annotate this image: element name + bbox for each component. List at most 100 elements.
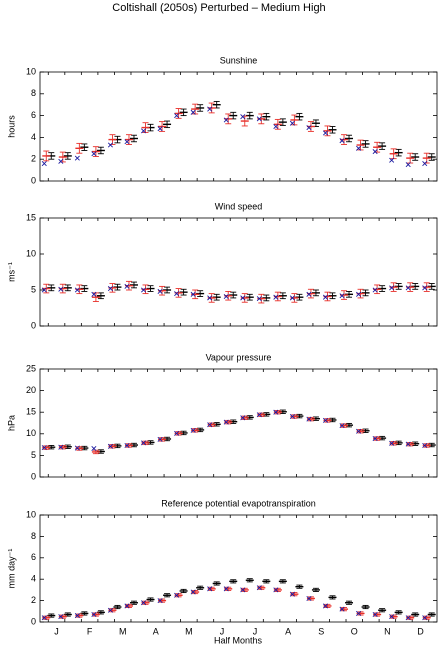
error-bar [389, 148, 398, 160]
x-tick-label: J [54, 626, 59, 636]
cross-stroke [405, 441, 411, 447]
error-bar [196, 104, 205, 112]
cross-marker [306, 595, 312, 601]
error-bar [427, 612, 436, 617]
error-bar [129, 134, 138, 143]
cross-stroke [223, 586, 229, 592]
error-bar [163, 286, 172, 294]
cross-marker [58, 158, 64, 164]
cross-stroke [405, 285, 411, 291]
cross-stroke [306, 125, 312, 131]
error-bar [328, 292, 337, 300]
cross-marker [405, 441, 411, 447]
error-bar [191, 289, 200, 300]
error-bar [306, 596, 315, 601]
y-tick-label: 25 [26, 363, 36, 373]
error-bar [212, 581, 221, 586]
cross-marker [107, 443, 113, 449]
cross-stroke [107, 443, 113, 449]
cross-marker [91, 611, 97, 618]
panel-title: Vapour pressure [206, 352, 272, 362]
y-tick-label: 6 [31, 552, 36, 562]
error-bar [245, 578, 254, 583]
cross-marker [389, 440, 395, 446]
cross-marker [207, 422, 213, 428]
cross-stroke [58, 444, 64, 450]
panel-title: Wind speed [215, 201, 263, 211]
error-bar [278, 292, 287, 300]
cross-stroke [322, 603, 328, 609]
cross-stroke [141, 440, 147, 446]
cross-stroke [91, 445, 97, 452]
cross-stroke [273, 587, 279, 593]
cross-marker [207, 586, 213, 592]
x-axis-label: Half Months [214, 635, 263, 645]
cross-stroke [289, 414, 295, 420]
error-bar [290, 293, 299, 303]
cross-stroke [389, 440, 395, 446]
cross-stroke [422, 615, 428, 621]
error-bar [96, 610, 105, 615]
error-bar [394, 610, 403, 615]
cross-stroke [58, 614, 64, 620]
error-bar [361, 140, 370, 148]
cross-marker [306, 125, 312, 131]
error-bar [361, 604, 370, 610]
error-bar [63, 284, 72, 292]
error-bar [378, 608, 387, 613]
cross-marker [322, 130, 328, 136]
cross-marker [74, 287, 80, 293]
cross-stroke [207, 106, 213, 112]
error-bar [179, 108, 188, 117]
cross-marker [389, 285, 395, 291]
cross-marker [124, 442, 130, 448]
error-bar [262, 579, 271, 584]
error-bar [245, 111, 254, 120]
y-tick-label: 20 [26, 385, 36, 395]
cross-marker [141, 128, 147, 134]
cross-stroke [372, 287, 378, 293]
error-bar [295, 293, 304, 301]
error-bar [191, 103, 200, 115]
cross-marker [107, 607, 113, 613]
x-tick-label: M [119, 626, 127, 636]
cross-stroke [339, 138, 345, 144]
y-tick-label: 2 [31, 154, 36, 164]
cross-marker [422, 615, 428, 621]
cross-stroke [124, 603, 130, 609]
cross-marker [141, 287, 147, 293]
cross-marker [124, 283, 130, 289]
error-bar [262, 294, 271, 302]
cross-stroke [256, 116, 262, 122]
error-bar [174, 593, 183, 598]
y-tick-label: 4 [31, 132, 36, 142]
cross-marker [157, 126, 163, 132]
error-bar [212, 293, 221, 301]
error-bar [179, 288, 188, 296]
x-tick-label: F [87, 626, 93, 636]
cross-stroke [389, 614, 395, 620]
cross-marker [41, 287, 47, 293]
cross-marker [157, 598, 163, 604]
y-axis-label: hPa [6, 415, 16, 431]
cross-stroke [174, 430, 180, 436]
error-bar [411, 612, 420, 617]
error-bar [113, 604, 122, 610]
x-tick-label: J [220, 626, 225, 636]
y-tick-label: 0 [31, 320, 36, 330]
cross-stroke [289, 591, 295, 597]
cross-marker [372, 436, 378, 442]
error-bar [345, 290, 354, 298]
cross-stroke [422, 442, 428, 448]
cross-stroke [107, 142, 113, 148]
cross-marker [289, 295, 295, 301]
y-tick-label: 15 [26, 407, 36, 417]
axes-frame [39, 217, 438, 327]
cross-marker [58, 614, 64, 620]
cross-stroke [322, 130, 328, 136]
error-bar [378, 285, 387, 292]
cross-marker [422, 285, 428, 291]
x-tick-label: A [285, 626, 291, 636]
y-tick-label: 10 [26, 428, 36, 438]
error-bar [196, 290, 205, 297]
